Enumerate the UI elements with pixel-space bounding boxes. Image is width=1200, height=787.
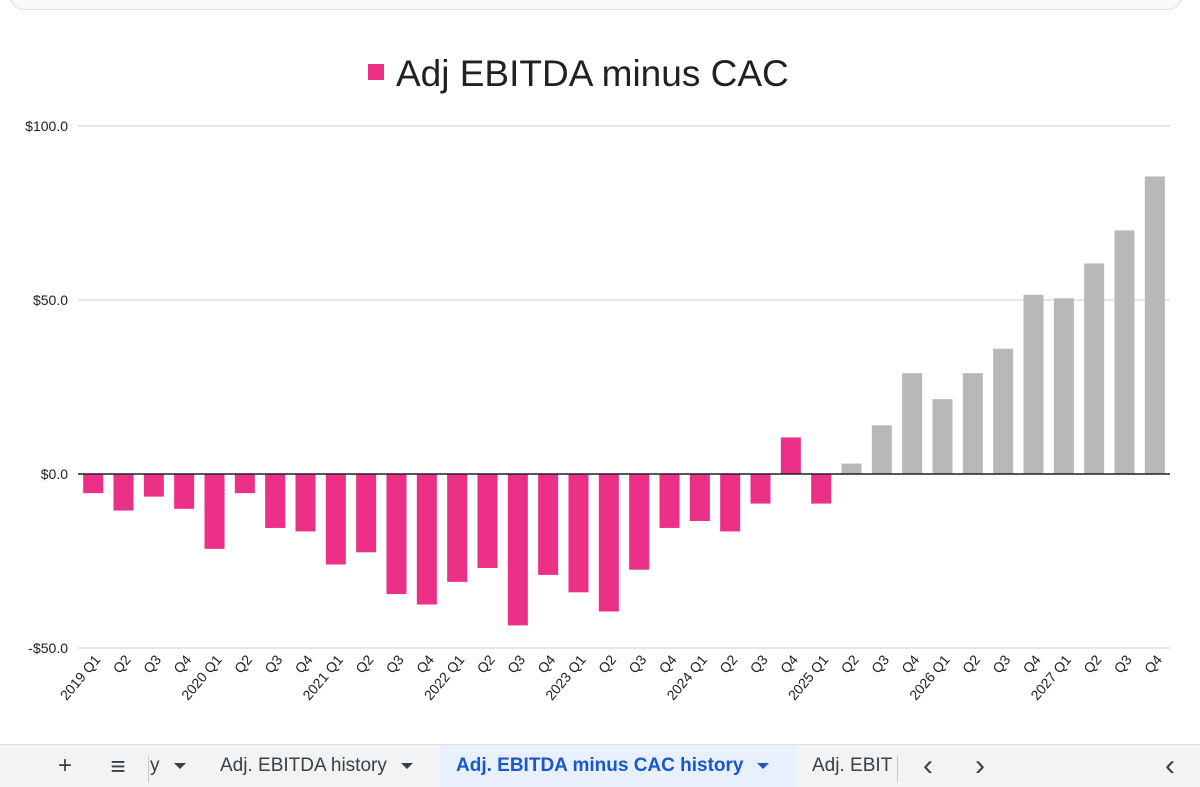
bar-12 [447,474,468,582]
x-tick-label: Q4 [656,651,680,676]
bar-2 [143,474,164,497]
y-tick-label: $50.0 [33,292,68,308]
chart-bars [83,176,1165,626]
chart: Adj EBITDA minus CAC -$50.0 $0.0 $50.0 $100… [25,53,1170,703]
bar-0 [83,474,104,494]
legend-swatch [368,64,384,80]
chevron-down-icon[interactable] [400,763,413,769]
x-tick-label: Q3 [261,651,285,676]
bar-21 [720,474,741,532]
x-tick-label: Q3 [140,651,164,676]
bar-26 [871,425,892,474]
bar-22 [750,474,771,504]
chart-title: Adj EBITDA minus CAC [396,53,789,94]
sheet-tab-partial[interactable]: y [140,745,200,787]
chevron-down-icon[interactable] [173,763,186,769]
y-tick-label: $0.0 [41,466,68,482]
x-tick-label: Q3 [625,651,649,676]
x-tick-label: Q3 [383,651,407,676]
scroll-tabs-left-icon[interactable]: ‹ [923,749,933,782]
x-tick-label: Q2 [110,651,134,676]
y-tick-label: -$50.0 [28,640,68,656]
x-tick-label: Q4 [413,651,437,676]
sheet-tab-label: Adj. EBITDA minus CAC history [456,755,744,776]
x-tick-label: Q3 [747,651,771,676]
add-sheet-button[interactable]: + [57,752,72,779]
sheet-tab-bar: + ≡ y Adj. EBITDA history Adj. EBITDA mi… [0,744,1200,787]
x-tick-label: Q3 [1111,651,1135,676]
scroll-tabs-right-icon[interactable]: › [975,749,985,782]
bar-13 [477,474,498,568]
bar-11 [416,474,437,605]
bar-3 [174,474,195,509]
collapse-panel-icon[interactable]: ‹ [1165,749,1175,782]
x-tick-label: Q3 [989,651,1013,676]
bar-17 [598,474,619,612]
x-tick-label: Q2 [474,651,498,676]
sheet-tab-label: Adj. EBITDA history [220,755,387,776]
x-tick-label: Q2 [959,651,983,676]
all-sheets-menu-icon[interactable]: ≡ [110,750,126,781]
tab-separator [148,756,149,782]
bar-31 [1023,294,1044,474]
bar-9 [356,474,377,553]
chart-legend: Adj EBITDA minus CAC [368,53,789,94]
bar-35 [1144,176,1165,474]
bar-19 [659,474,680,528]
bar-24 [811,474,832,504]
x-tick-label: Q2 [716,651,740,676]
sheet-tab-adj-ebitda-minus-cac-history[interactable]: Adj. EBITDA minus CAC history [440,745,796,787]
bar-18 [629,474,650,570]
x-tick-label: Q2 [595,651,619,676]
x-tick-label: Q4 [898,651,922,676]
sheet-tab-adj-ebit-partial[interactable]: Adj. EBIT [796,745,896,787]
bar-34 [1114,230,1135,474]
bar-30 [993,348,1014,474]
x-tick-label: Q3 [868,651,892,676]
bar-8 [325,474,346,565]
y-tick-label: $100.0 [25,118,68,134]
bar-6 [265,474,286,528]
x-tick-label: Q4 [1020,651,1044,676]
bar-14 [507,474,528,626]
chart-gridlines [78,125,1170,649]
bar-29 [962,373,983,474]
bar-10 [386,474,407,595]
top-toolbar-strip [0,0,1200,16]
sheet-tab-adj-ebitda-history[interactable]: Adj. EBITDA history [200,745,438,787]
bar-27 [902,373,923,474]
bar-5 [234,474,255,494]
x-tick-label: Q4 [777,651,801,676]
x-tick-label: Q2 [1080,651,1104,676]
x-tick-label: Q2 [838,651,862,676]
chevron-down-icon[interactable] [757,763,770,769]
sheet-tab-label: y [150,755,160,776]
bar-23 [780,437,801,474]
bar-15 [538,474,559,575]
bar-1 [113,474,134,511]
x-tick-label: Q3 [504,651,528,676]
x-tick-label: Q4 [170,651,194,676]
bar-32 [1053,298,1074,474]
bar-4 [204,474,225,549]
chart-y-axis: -$50.0 $0.0 $50.0 $100.0 [25,118,68,656]
x-tick-label: Q2 [352,651,376,676]
x-tick-label: Q4 [1141,651,1165,676]
tab-separator [897,756,898,782]
bar-28 [932,399,953,474]
bar-7 [295,474,316,532]
bar-33 [1084,263,1105,474]
x-tick-label: Q4 [292,651,316,676]
bar-20 [689,474,710,521]
sheet-tab-label: Adj. EBIT [812,755,893,776]
x-tick-label: 2019 Q1 [57,651,104,703]
x-tick-label: Q2 [231,651,255,676]
bar-25 [841,463,862,474]
bar-16 [568,474,589,593]
x-tick-label: Q4 [534,651,558,676]
